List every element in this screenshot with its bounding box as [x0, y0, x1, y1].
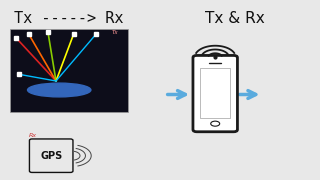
FancyArrowPatch shape	[240, 91, 256, 98]
Text: GPS: GPS	[40, 151, 62, 161]
FancyBboxPatch shape	[200, 68, 230, 118]
Ellipse shape	[28, 83, 91, 97]
FancyBboxPatch shape	[10, 29, 128, 112]
Text: Tx & Rx: Tx & Rx	[205, 11, 265, 26]
Text: Tx -----> Rx: Tx -----> Rx	[14, 11, 124, 26]
Circle shape	[211, 121, 220, 126]
FancyBboxPatch shape	[193, 55, 237, 132]
FancyBboxPatch shape	[29, 139, 73, 172]
FancyArrowPatch shape	[168, 91, 185, 98]
Text: Rx: Rx	[29, 133, 37, 138]
Text: Tx: Tx	[112, 30, 119, 35]
